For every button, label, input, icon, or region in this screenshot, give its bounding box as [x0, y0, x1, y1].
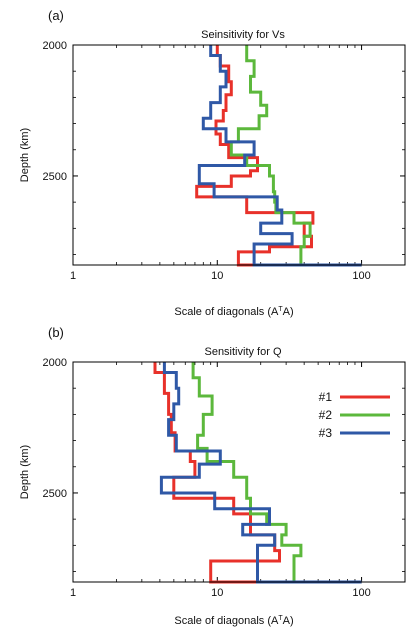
panel-b-series — [153, 362, 362, 584]
panel-a-x-axis-label-main: Scale of diagonals (A — [174, 306, 279, 318]
panel-a-x-axis-label-tail: A) — [283, 306, 294, 318]
panel-b-ticks: 1 10 100 2000 2500 — [43, 357, 406, 599]
x-tick-label: 10 — [211, 587, 223, 599]
y-tick-label: 2500 — [43, 488, 67, 500]
panel-b-title: Sensitivity for Q — [204, 346, 281, 358]
panel-b-x-axis-label: Scale of diagonals (ATA) — [174, 615, 293, 627]
panel-b-x-axis-label-sup: T — [278, 615, 283, 622]
x-tick-label: 1 — [70, 270, 76, 282]
x-tick-label: 10 — [211, 270, 223, 282]
y-tick-label: 2000 — [43, 40, 67, 52]
series-line-2 — [191, 362, 362, 584]
panel-a: (a) Seinsitivity for Vs Depth (km) Scale… — [19, 8, 406, 318]
series-line-3 — [197, 45, 362, 267]
panel-a-ticks: 1 10 100 2000 2500 — [43, 40, 406, 282]
panel-a-y-axis-label: Depth (km) — [19, 128, 31, 182]
series-line-3 — [159, 362, 362, 584]
series-line-1 — [195, 45, 362, 267]
panel-a-title: Seinsitivity for Vs — [201, 29, 285, 41]
panel-a-x-axis-label: Scale of diagonals (ATA) — [174, 306, 293, 318]
y-tick-label: 2000 — [43, 357, 67, 369]
panel-b-x-axis-label-main: Scale of diagonals (A — [174, 615, 279, 627]
panel-b-label: (b) — [48, 325, 64, 340]
panel-b: (b) Sensitivity for Q Depth (km) Scale o… — [19, 325, 406, 627]
legend-entry-label: #2 — [319, 408, 333, 422]
x-tick-label: 100 — [352, 270, 370, 282]
panel-a-label: (a) — [48, 8, 64, 23]
legend-entry-label: #3 — [319, 426, 333, 440]
panel-b-y-axis-label: Depth (km) — [19, 445, 31, 499]
x-tick-label: 1 — [70, 587, 76, 599]
panel-a-plot-frame — [72, 44, 406, 266]
panel-a-series — [195, 45, 362, 267]
series-line-2 — [229, 45, 362, 267]
panel-b-plot-frame — [72, 361, 406, 583]
panel-b-legend: #1 #2 #3 — [319, 390, 390, 440]
x-tick-label: 100 — [352, 587, 370, 599]
y-tick-label: 2500 — [43, 171, 67, 183]
legend-entry-label: #1 — [319, 390, 333, 404]
panel-b-x-axis-label-tail: A) — [283, 615, 294, 627]
panel-a-x-axis-label-sup: T — [278, 306, 283, 313]
